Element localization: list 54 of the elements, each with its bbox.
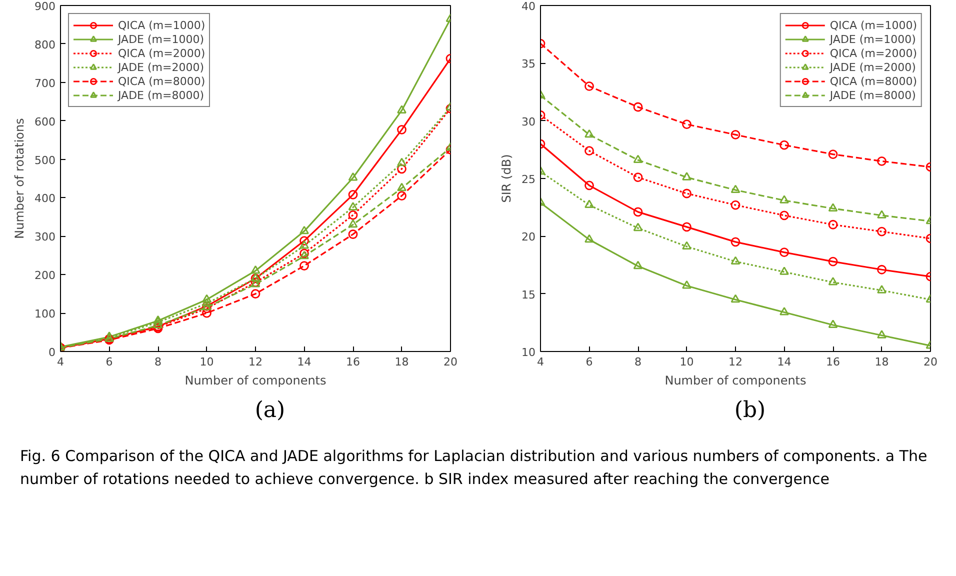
caption: Fig. 6 Comparison of the QICA and JADE algorithms for Laplacian distribution and various numbers of components. a The number of rotations needed to achieve convergence. b SIR index measured after reaching the convergence	[20, 446, 928, 490]
x-tick-label: 8	[634, 356, 642, 368]
y-tick-label: 800	[34, 38, 56, 52]
y-tick-label: 15	[522, 288, 536, 302]
y-tick-label: 700	[34, 76, 56, 90]
legend-label: JADE (m=2000)	[118, 60, 204, 74]
legend-label: JADE (m=8000)	[830, 88, 916, 102]
legend-label: JADE (m=1000)	[830, 32, 916, 46]
y-tick-label: 0	[48, 346, 56, 359]
y-tick-label: 40	[522, 0, 536, 13]
text: (a)	[254, 397, 286, 425]
y-tick-label: 25	[522, 173, 536, 186]
legend-label: JADE (m=2000)	[830, 60, 916, 74]
legend-label: QICA (m=1000)	[118, 18, 206, 32]
y-axis-title: SIR (dB)	[500, 154, 514, 203]
x-tick-label: 18	[874, 356, 889, 368]
y-tick-label: 10	[522, 346, 536, 359]
y-tick-label: 200	[34, 269, 56, 282]
y-tick-label: 500	[34, 154, 56, 167]
legend-label: QICA (m=2000)	[118, 46, 206, 60]
x-tick-label: 16	[826, 356, 840, 368]
x-tick-label: 6	[106, 356, 113, 368]
x-tick-label: 8	[154, 356, 162, 368]
x-axis-title: Number of components	[184, 374, 326, 388]
y-axis-title: Number of rotations	[12, 118, 27, 239]
y-tick-label: 35	[522, 58, 536, 71]
x-tick-label: 14	[297, 356, 312, 368]
y-tick-label: 30	[522, 115, 536, 128]
x-tick-label: 16	[346, 356, 360, 368]
text: (b)	[734, 397, 766, 425]
y-tick-label: 100	[34, 308, 56, 321]
legend-label: JADE (m=8000)	[118, 88, 204, 102]
legend-label: JADE (m=1000)	[118, 32, 204, 46]
x-tick-label: 14	[777, 356, 792, 368]
x-axis-title: Number of components	[664, 374, 806, 388]
x-tick-label: 10	[200, 356, 214, 368]
x-tick-label: 12	[248, 356, 262, 368]
y-tick-label: 400	[34, 192, 56, 206]
legend-label: QICA (m=2000)	[830, 46, 917, 60]
y-tick-label: 20	[522, 230, 536, 244]
legend-label: QICA (m=1000)	[830, 18, 917, 32]
x-tick-label: 6	[586, 356, 593, 368]
x-tick-label: 4	[537, 356, 544, 368]
x-tick-label: 10	[680, 356, 694, 368]
x-tick-label: 18	[394, 356, 409, 368]
x-tick-label: 20	[924, 356, 938, 368]
x-tick-label: 20	[444, 356, 458, 368]
legend-label: QICA (m=8000)	[830, 74, 917, 88]
y-tick-label: 300	[34, 230, 56, 244]
x-tick-label: 12	[728, 356, 742, 368]
x-tick-label: 4	[57, 356, 64, 368]
legend-label: QICA (m=8000)	[118, 74, 206, 88]
y-tick-label: 900	[34, 0, 56, 13]
y-tick-label: 600	[34, 115, 56, 128]
